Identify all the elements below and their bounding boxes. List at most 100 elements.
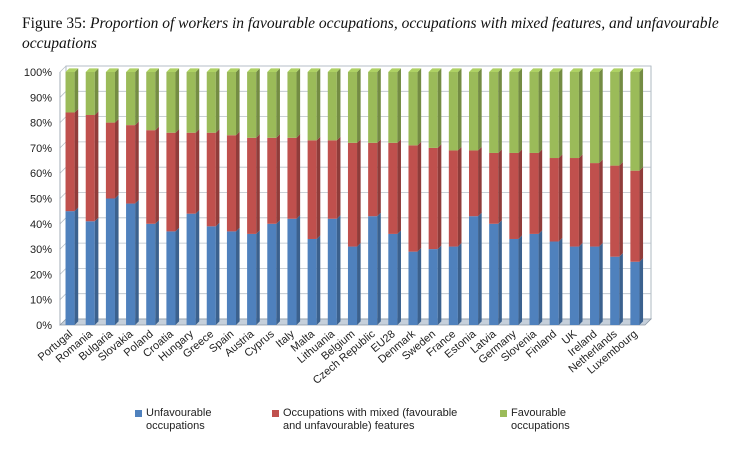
bar-side-mixed [457, 146, 462, 247]
bar-side-mixed [478, 146, 482, 217]
bar-side-favourable [498, 68, 502, 153]
bar-top-face [105, 68, 119, 72]
gridline-depth [59, 268, 67, 275]
bar-mixed [85, 115, 95, 222]
bar-side-favourable [236, 68, 240, 136]
bar-mixed [388, 142, 398, 234]
bar-favourable [186, 72, 196, 133]
bar-side-mixed [195, 129, 200, 214]
figure-label: Figure 35: [22, 15, 87, 32]
bar-favourable [569, 72, 579, 159]
bar-unfavourable [327, 218, 337, 325]
bar-mixed [267, 137, 277, 224]
bar-unfavourable [65, 211, 75, 325]
bar-unfavourable [408, 251, 418, 325]
bar-unfavourable [549, 241, 559, 325]
bar-side-unfavourable [256, 230, 260, 325]
bar-mixed [549, 158, 559, 242]
bar-top-face [267, 68, 280, 72]
bar-side-unfavourable [215, 222, 220, 325]
bar-mixed [468, 150, 479, 217]
bar-unfavourable [448, 246, 458, 325]
bar-mixed [428, 147, 438, 250]
bar-top-face [569, 68, 583, 72]
bar-unfavourable [509, 238, 519, 325]
y-tick-label: 70% [30, 143, 52, 155]
bar-side-favourable [518, 68, 523, 153]
bar-favourable [347, 72, 358, 143]
bar-side-unfavourable [135, 199, 139, 325]
bar-favourable [428, 72, 438, 148]
chart-legend: Unfavourable occupations Occupations wit… [0, 407, 750, 447]
y-tick-label: 10% [30, 295, 52, 307]
y-tick-label: 40% [30, 219, 52, 231]
legend-label-favourable: Favourable occupations [511, 407, 570, 432]
bar-side-unfavourable [175, 227, 180, 325]
bar-top-face [85, 68, 99, 72]
bar-side-unfavourable [397, 230, 401, 325]
bar-unfavourable [186, 213, 196, 325]
stacked-bar-chart: 0%10%20%30%40%50%60%70%80%90%100%Portuga… [24, 65, 652, 387]
bar-favourable [247, 72, 257, 138]
bar-favourable [388, 72, 398, 143]
bar-side-favourable [114, 68, 119, 123]
bar-side-unfavourable [94, 217, 99, 325]
gridline-depth [59, 166, 67, 174]
legend-label-mixed: Occupations with mixed (favourable and u… [283, 407, 458, 432]
bar-favourable [448, 72, 458, 151]
bar-side-favourable [175, 68, 180, 133]
bar-favourable [489, 72, 499, 153]
bar-side-mixed [538, 149, 543, 234]
bar-unfavourable [146, 223, 156, 325]
bar-side-mixed [336, 136, 341, 219]
bar-side-favourable [538, 68, 543, 153]
bar-unfavourable [166, 231, 176, 325]
bar-mixed [590, 163, 600, 247]
bar-side-mixed [94, 111, 99, 222]
bar-top-face [166, 68, 180, 72]
bar-unfavourable [105, 198, 115, 325]
bar-mixed [327, 140, 337, 219]
bar-mixed [408, 145, 418, 252]
bar-side-favourable [478, 68, 482, 151]
y-tick-label: 80% [30, 118, 52, 130]
bar-top-face [307, 68, 321, 72]
bar-favourable [105, 72, 115, 123]
bar-top-face [590, 68, 603, 72]
bar-side-mixed [397, 139, 401, 234]
bar-mixed [307, 140, 317, 239]
bar-side-unfavourable [357, 242, 361, 325]
bar-favourable [468, 72, 479, 151]
bar-unfavourable [226, 231, 237, 325]
bar-side-favourable [256, 68, 260, 138]
bar-side-mixed [296, 134, 301, 219]
bar-unfavourable [287, 218, 297, 325]
bar-side-unfavourable [417, 248, 422, 325]
bar-top-face [529, 68, 543, 72]
gridline-depth [59, 141, 67, 149]
bar-mixed [347, 142, 358, 247]
bar-side-mixed [236, 131, 240, 232]
bar-unfavourable [630, 261, 640, 325]
bar-unfavourable [610, 256, 620, 325]
bar-mixed [287, 137, 297, 219]
figure-title: Figure 35: Proportion of workers in favo… [22, 14, 742, 54]
bar-top-face [610, 68, 623, 72]
y-tick-label: 60% [30, 168, 52, 180]
bar-side-favourable [276, 68, 280, 138]
bar-side-favourable [397, 68, 401, 143]
bar-mixed [126, 125, 136, 204]
bar-unfavourable [267, 223, 277, 325]
bar-mixed [206, 132, 216, 227]
bar-top-face [549, 68, 563, 72]
bar-side-mixed [175, 129, 180, 232]
bar-unfavourable [590, 246, 600, 325]
bar-side-favourable [296, 68, 301, 138]
bar-side-mixed [578, 154, 583, 247]
legend-swatch-mixed [272, 410, 279, 417]
bar-favourable [549, 72, 559, 159]
bar-top-face [489, 68, 502, 72]
bar-mixed [489, 152, 499, 224]
bar-favourable [509, 72, 519, 153]
bar-unfavourable [247, 233, 257, 325]
